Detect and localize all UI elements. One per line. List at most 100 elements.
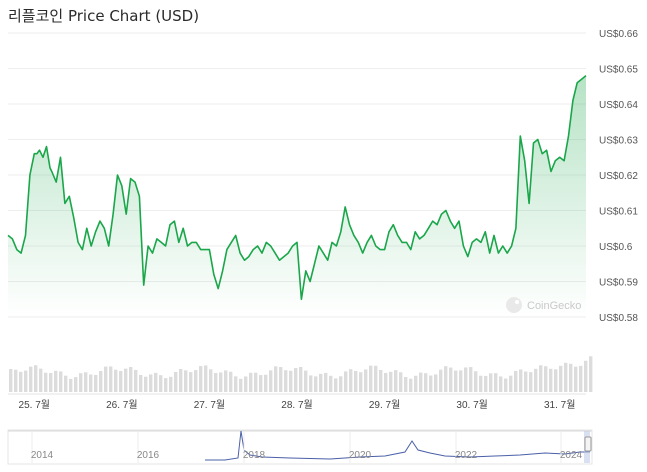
volume-bar bbox=[404, 376, 408, 392]
volume-bar bbox=[224, 370, 228, 392]
navigator-tick-label: 2016 bbox=[137, 450, 160, 461]
volume-bar bbox=[319, 373, 323, 392]
volume-bar bbox=[39, 368, 43, 392]
volume-bar bbox=[209, 369, 213, 392]
volume-bar bbox=[344, 371, 348, 392]
y-tick-label: US$0.63 bbox=[599, 136, 638, 147]
volume-bar bbox=[309, 375, 313, 392]
y-tick-label: US$0.64 bbox=[599, 100, 638, 111]
x-tick-label: 30. 7월 bbox=[456, 399, 487, 411]
navigator-tick-label: 2024 bbox=[560, 450, 583, 461]
volume-bar bbox=[109, 366, 113, 392]
volume-bar bbox=[94, 374, 98, 392]
x-tick-label: 28. 7월 bbox=[281, 399, 312, 411]
volume-bar bbox=[19, 371, 23, 392]
volume-bar bbox=[254, 372, 258, 392]
volume-bar bbox=[399, 372, 403, 392]
volume-bars bbox=[9, 356, 593, 392]
y-tick-label: US$0.61 bbox=[599, 207, 638, 218]
y-tick-label: US$0.59 bbox=[599, 278, 638, 289]
y-tick-label: US$0.58 bbox=[599, 313, 638, 324]
volume-bar bbox=[129, 366, 133, 392]
x-tick-label: 25. 7월 bbox=[19, 399, 50, 411]
volume-bar bbox=[489, 373, 493, 392]
volume-bar bbox=[104, 366, 108, 392]
range-navigator[interactable]: 2014 2016 2018 2020 2022 2024 bbox=[7, 429, 593, 465]
volume-bar bbox=[349, 369, 353, 392]
navigator-frame bbox=[7, 429, 593, 465]
watermark-text: CoinGecko bbox=[527, 300, 581, 312]
x-axis: 25. 7월 26. 7월 27. 7월 28. 7월 29. 7월 30. 7월 31. … bbox=[8, 393, 586, 411]
volume-bar bbox=[579, 365, 583, 392]
volume-bar bbox=[269, 370, 273, 392]
volume-bar bbox=[369, 365, 373, 392]
volume-bar bbox=[389, 371, 393, 392]
volume-bar bbox=[219, 372, 223, 392]
volume-bar bbox=[559, 365, 563, 392]
volume-bar bbox=[499, 376, 503, 392]
navigator-tick-label: 2020 bbox=[349, 450, 372, 461]
volume-bar bbox=[239, 378, 243, 392]
volume-bar bbox=[59, 371, 63, 392]
volume-bar bbox=[434, 374, 438, 392]
volume-bar bbox=[474, 371, 478, 392]
volume-bar bbox=[194, 370, 198, 392]
volume-bar bbox=[9, 369, 13, 392]
x-tick-label: 29. 7월 bbox=[369, 399, 400, 411]
volume-bar bbox=[314, 376, 318, 392]
volume-bar bbox=[444, 366, 448, 392]
volume-bar bbox=[454, 370, 458, 392]
volume-bar bbox=[584, 360, 588, 392]
volume-bar bbox=[54, 370, 58, 392]
volume-bar bbox=[14, 369, 18, 392]
volume-bar bbox=[204, 365, 208, 392]
volume-bar bbox=[264, 374, 268, 392]
volume-bar bbox=[79, 373, 83, 392]
volume-bar bbox=[199, 366, 203, 392]
volume-bar bbox=[154, 372, 158, 392]
volume-bar bbox=[464, 367, 468, 392]
x-tick-label: 26. 7월 bbox=[106, 399, 137, 411]
volume-bar bbox=[354, 370, 358, 392]
volume-bar bbox=[469, 367, 473, 392]
volume-bar bbox=[324, 372, 328, 392]
volume-bar bbox=[69, 378, 73, 392]
volume-bar bbox=[179, 369, 183, 392]
volume-bar bbox=[274, 366, 278, 392]
volume-bar bbox=[34, 365, 38, 392]
volume-bar bbox=[589, 356, 593, 392]
volume-bar bbox=[414, 375, 418, 392]
volume-bar bbox=[569, 363, 573, 392]
price-area-fill bbox=[8, 75, 586, 317]
volume-bar bbox=[529, 372, 533, 392]
volume-bar bbox=[44, 372, 48, 392]
volume-bar bbox=[514, 370, 518, 392]
volume-bar bbox=[119, 371, 123, 392]
volume-bar bbox=[64, 375, 68, 392]
volume-bar bbox=[484, 375, 488, 392]
y-tick-label: US$0.62 bbox=[599, 171, 638, 182]
x-tick-label: 27. 7월 bbox=[194, 399, 225, 411]
volume-bar bbox=[289, 370, 293, 392]
volume-bar bbox=[459, 370, 463, 392]
volume-bar bbox=[339, 376, 343, 392]
volume-bar bbox=[29, 366, 33, 392]
navigator-tick-label: 2014 bbox=[31, 450, 54, 461]
volume-bar bbox=[419, 372, 423, 392]
volume-bar bbox=[234, 376, 238, 392]
volume-bar bbox=[394, 370, 398, 392]
volume-bar bbox=[564, 362, 568, 392]
volume-bar bbox=[439, 369, 443, 392]
volume-bar bbox=[449, 367, 453, 392]
volume-bar bbox=[479, 375, 483, 392]
x-tick-label: 31. 7월 bbox=[544, 399, 575, 411]
volume-bar bbox=[144, 376, 148, 392]
navigator-handle[interactable] bbox=[584, 436, 592, 452]
volume-bar bbox=[124, 368, 128, 392]
volume-bar bbox=[539, 365, 543, 392]
volume-bar bbox=[169, 376, 173, 392]
volume-bar bbox=[509, 375, 513, 392]
y-tick-label: US$0.6 bbox=[599, 242, 633, 253]
